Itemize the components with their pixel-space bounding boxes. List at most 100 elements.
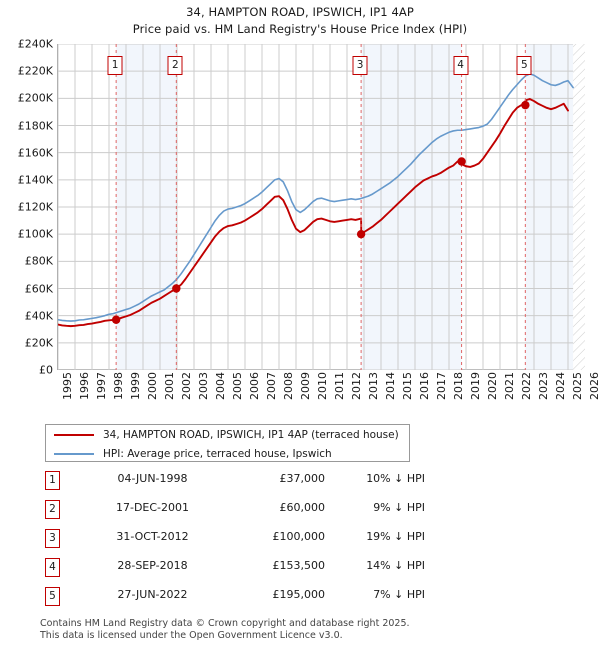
x-axis-tick-label: 2003: [197, 372, 210, 400]
transaction-point[interactable]: [457, 157, 466, 166]
y-axis-tick-label: £140K: [17, 173, 53, 187]
marker-callout-4[interactable]: 4: [453, 56, 469, 75]
row-date: 04-JUN-1998: [117, 472, 188, 485]
forecast-hatch-region: [573, 44, 585, 370]
y-axis-tick-label: £60K: [24, 282, 53, 295]
x-axis-tick-label: 1997: [95, 372, 108, 400]
row-index-badge: 2: [45, 500, 60, 519]
page-subtitle: Price paid vs. HM Land Registry's House …: [132, 22, 468, 36]
row-price: £195,000: [272, 588, 326, 601]
row-price: £60,000: [279, 501, 326, 514]
x-axis-tick-label: 2008: [282, 372, 295, 400]
price-paid-series-line: [58, 98, 569, 328]
row-hpi-delta: 7% ↓ HPI: [373, 588, 425, 601]
x-axis-tick-label: 2012: [350, 372, 363, 400]
x-axis-tick-label: 2020: [486, 372, 499, 400]
footer-line-2: This data is licensed under the Open Gov…: [40, 629, 343, 641]
row-price: £37,000: [279, 472, 326, 485]
row-index-badge: 5: [45, 587, 60, 606]
x-axis-tick-label: 2025: [571, 372, 584, 400]
row-index-badge: 3: [45, 529, 60, 548]
legend-label-price-paid: 34, HAMPTON ROAD, IPSWICH, IP1 4AP (terr…: [103, 428, 399, 441]
table-row[interactable]: 3 31-OCT-2012 £100,000 19% ↓ HPI: [40, 526, 460, 555]
table-row[interactable]: 5 27-JUN-2022 £195,000 7% ↓ HPI: [40, 584, 460, 613]
x-axis-tick-label: 2023: [537, 372, 550, 400]
x-axis-tick-label: 2001: [163, 372, 176, 400]
row-index-badge: 1: [45, 471, 60, 490]
legend-swatch-hpi: [54, 452, 94, 455]
transactions-table: 1 04-JUN-1998 £37,000 10% ↓ HPI 2 17-DEC-2001…: [40, 468, 460, 613]
row-index-badge: 4: [45, 558, 60, 577]
transaction-point[interactable]: [172, 284, 181, 293]
y-axis-labels: £0 £20K £40K £60K £80K £100K £120K £140K £160K £1…: [0, 38, 53, 377]
table-row[interactable]: 1 04-JUN-1998 £37,000 10% ↓ HPI: [40, 468, 460, 497]
row-date: 28-SEP-2018: [117, 559, 188, 572]
y-axis-tick-label: £200K: [17, 91, 53, 105]
y-axis-tick-label: £0: [39, 363, 53, 377]
transaction-point[interactable]: [356, 229, 366, 239]
x-axis-tick-label: 2009: [299, 372, 312, 400]
x-axis-tick-label: 2013: [367, 372, 380, 400]
x-axis-tick-label: 1999: [129, 372, 142, 400]
x-axis-tick-label: 1996: [78, 372, 91, 400]
y-axis-tick-label: £80K: [24, 254, 53, 268]
transaction-point[interactable]: [521, 100, 530, 110]
row-hpi-delta: 14% ↓ HPI: [366, 559, 425, 572]
table-row[interactable]: 4 28-SEP-2018 £153,500 14% ↓ HPI: [40, 555, 460, 584]
x-axis-tick-label: 2010: [316, 372, 329, 400]
x-axis-tick-label: 2006: [248, 372, 261, 400]
y-axis-tick-label: £160K: [17, 146, 53, 160]
table-row[interactable]: 2 17-DEC-2001 £60,000 9% ↓ HPI: [40, 497, 460, 526]
row-hpi-delta: 9% ↓ HPI: [373, 501, 425, 514]
marker-callout-2[interactable]: 2: [167, 56, 183, 75]
plot-area: [57, 44, 585, 370]
marker-callout-3[interactable]: 3: [352, 56, 368, 75]
legend-item-price-paid: 34, HAMPTON ROAD, IPSWICH, IP1 4AP (terr…: [46, 425, 409, 444]
x-axis-tick-label: 2002: [180, 372, 193, 400]
legend-item-hpi: HPI: Average price, terraced house, Ipsw…: [46, 444, 409, 463]
x-axis-tick-label: 2017: [435, 372, 448, 400]
row-date: 17-DEC-2001: [115, 501, 190, 514]
row-hpi-delta: 10% ↓ HPI: [366, 472, 425, 485]
x-axis-tick-label: 2026: [588, 372, 600, 400]
x-axis-tick-label: 2011: [333, 372, 346, 400]
chart-legend: 34, HAMPTON ROAD, IPSWICH, IP1 4AP (terr…: [45, 424, 410, 462]
price-history-line-chart: [58, 44, 585, 370]
row-price: £153,500: [272, 559, 326, 572]
marker-callout-5[interactable]: 5: [516, 56, 532, 75]
y-axis-tick-label: £240K: [17, 37, 53, 51]
x-axis-labels: 1995 1996 1997 1998 1999 2000 2001 2002 2003 2004…: [57, 372, 600, 418]
x-axis-tick-label: 2021: [503, 372, 516, 400]
x-axis-tick-label: 2005: [231, 372, 244, 400]
x-axis-tick-label: 2019: [469, 372, 482, 400]
y-axis-tick-label: £40K: [24, 309, 53, 323]
footer-line-1: Contains HM Land Registry data © Crown c…: [40, 618, 410, 629]
legend-swatch-price-paid: [54, 433, 94, 436]
marker-callout-1[interactable]: 1: [107, 56, 123, 75]
y-axis-tick-label: £120K: [17, 200, 53, 214]
x-axis-tick-label: 2022: [520, 372, 533, 400]
transaction-point[interactable]: [111, 315, 121, 324]
footer-attribution: Contains HM Land Registry data © Crown c…: [40, 618, 560, 641]
x-axis-tick-label: 1998: [112, 372, 125, 400]
x-axis-tick-label: 2000: [146, 372, 159, 400]
y-axis-tick-label: £220K: [17, 64, 53, 78]
row-hpi-delta: 19% ↓ HPI: [366, 530, 425, 543]
y-axis-tick-label: £100K: [17, 227, 53, 241]
x-axis-tick-label: 2024: [554, 372, 567, 400]
x-axis-tick-label: 2007: [265, 372, 278, 400]
page-title: 34, HAMPTON ROAD, IPSWICH, IP1 4AP: [186, 5, 414, 19]
x-axis-tick-label: 2014: [384, 372, 397, 400]
x-axis-tick-label: 1995: [61, 372, 74, 400]
legend-label-hpi: HPI: Average price, terraced house, Ipsw…: [103, 447, 332, 460]
row-date: 27-JUN-2022: [117, 588, 188, 601]
hpi-series-line: [58, 73, 574, 322]
row-date: 31-OCT-2012: [116, 530, 189, 543]
x-axis-tick-label: 2004: [214, 372, 227, 400]
y-axis-tick-label: £20K: [24, 336, 53, 350]
row-price: £100,000: [272, 530, 326, 543]
x-axis-tick-label: 2015: [401, 372, 414, 400]
y-axis-tick-label: £180K: [17, 119, 53, 132]
x-axis-tick-label: 2018: [452, 372, 465, 400]
